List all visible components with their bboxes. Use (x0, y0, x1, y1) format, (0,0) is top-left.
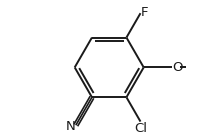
Text: Cl: Cl (134, 122, 147, 135)
Text: N: N (65, 120, 75, 133)
Text: F: F (141, 6, 149, 19)
Text: O: O (172, 61, 183, 74)
